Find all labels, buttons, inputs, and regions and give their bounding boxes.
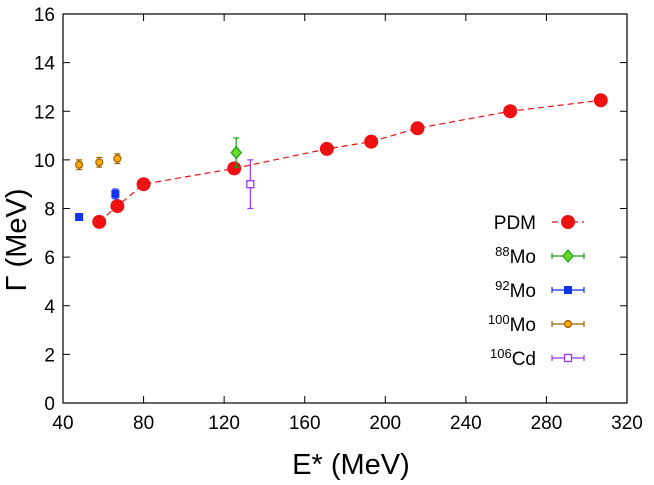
- y-tick-label: 10: [34, 151, 55, 172]
- y-tick-label: 16: [34, 5, 55, 26]
- legend-label-superscript: 106: [490, 346, 512, 361]
- data-point: [319, 141, 334, 156]
- x-tick-label: 240: [450, 413, 482, 434]
- x-tick-label: 160: [289, 413, 321, 434]
- series-92Mo: [75, 188, 120, 222]
- legend-label-base: Cd: [512, 349, 536, 370]
- legend-marker: [562, 249, 574, 263]
- data-point: [136, 177, 151, 192]
- y-axis-title: Γ (MeV): [1, 189, 33, 292]
- legend-item-88Mo: 88Mo: [495, 244, 585, 268]
- legend-item-100Mo: 100Mo: [488, 312, 585, 336]
- data-point: [593, 93, 608, 108]
- data-point: [364, 134, 379, 149]
- series-100Mo: [75, 153, 122, 171]
- series-88Mo: [230, 137, 243, 168]
- y-tick-label: 12: [34, 102, 55, 123]
- legend-marker: [564, 286, 572, 294]
- legend-item-92Mo: 92Mo: [495, 278, 585, 302]
- series-line: [98, 99, 601, 223]
- legend-marker: [563, 353, 573, 363]
- y-tick-label: 4: [44, 297, 55, 318]
- y-tick-label: 6: [44, 248, 55, 269]
- data-marks: [75, 93, 608, 229]
- y-tick-label: 0: [44, 394, 55, 415]
- x-tick-label: 80: [133, 413, 154, 434]
- data-point: [92, 214, 107, 229]
- data-point: [113, 154, 122, 163]
- x-tick-label: 40: [52, 413, 73, 434]
- data-point: [410, 121, 425, 136]
- x-tick-label: 320: [611, 413, 643, 434]
- legend-label: PDM: [494, 213, 536, 234]
- legend-label-superscript: 88: [495, 244, 509, 259]
- series-PDM: [92, 93, 608, 229]
- legend-label: 100Mo: [488, 312, 536, 336]
- legend-label-base: Mo: [510, 247, 536, 268]
- legend-item-PDM: PDM: [494, 213, 584, 234]
- y-tick-label: 8: [44, 200, 55, 221]
- legend-label: 88Mo: [495, 244, 536, 268]
- legend-marker: [563, 319, 573, 329]
- data-point: [95, 158, 104, 167]
- legend-label: 106Cd: [490, 346, 536, 370]
- legend-label: 92Mo: [495, 278, 536, 302]
- data-point: [111, 189, 120, 198]
- x-tick-label: 120: [208, 413, 240, 434]
- x-axis-title: E* (MeV): [292, 449, 410, 481]
- plot-frame: [62, 13, 628, 404]
- data-point: [230, 145, 243, 160]
- data-point: [75, 213, 84, 222]
- data-point: [246, 180, 255, 189]
- data-point: [227, 161, 242, 176]
- series-106Cd: [246, 159, 255, 210]
- legend-item-106Cd: 106Cd: [490, 346, 585, 370]
- y-tick-label: 2: [44, 345, 55, 366]
- legend-marker: [561, 215, 575, 229]
- data-point: [75, 160, 84, 169]
- data-point: [110, 199, 125, 214]
- plot-area: 40 80 120 160 200 240 280 320 0 2 4 6 8 10 12 14 16: [34, 5, 643, 434]
- data-point: [503, 104, 518, 119]
- legend-label-base: Mo: [510, 281, 536, 302]
- x-tick-label: 280: [531, 413, 563, 434]
- legend-label-base: Mo: [510, 315, 536, 336]
- x-tick-label: 200: [369, 413, 401, 434]
- legend-label-superscript: 100: [488, 312, 510, 327]
- y-tick-label: 14: [34, 54, 56, 75]
- legend-label-superscript: 92: [495, 278, 509, 293]
